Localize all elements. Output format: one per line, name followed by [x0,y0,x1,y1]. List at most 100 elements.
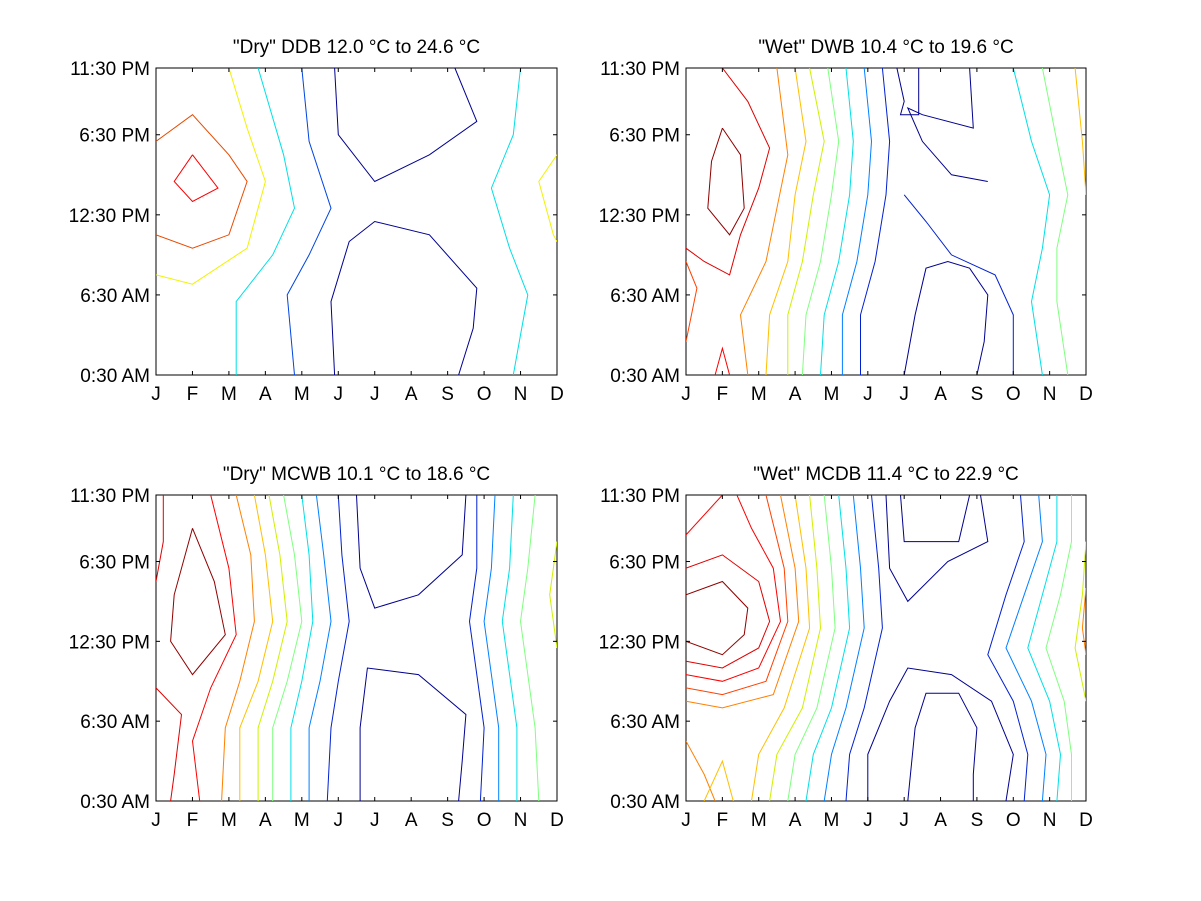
y-tick-label: 12:30 PM [599,632,680,653]
contour-line [173,154,219,203]
contour-line [907,692,978,801]
contour-line [903,194,1014,375]
y-tick-label: 11:30 PM [70,486,150,507]
chart-title: "Dry" DDB 12.0 °C to 24.6 °C [233,37,480,58]
y-tick-label: 6:30 AM [610,712,680,733]
contour-line [823,495,865,801]
contour-line [1027,495,1062,801]
x-tick-label: M [751,384,767,405]
contour-line [900,495,971,543]
contour-line [519,495,540,801]
x-tick-label: F [187,384,199,405]
contour-line [308,495,332,801]
y-tick-label: 11:30 PM [600,59,680,80]
x-tick-label: O [1006,384,1021,405]
y-tick-label: 0:30 AM [610,366,680,387]
contour-line [272,495,303,801]
y-tick-label: 6:30 AM [80,712,150,733]
contour-line [334,68,478,183]
contour-line [686,580,749,656]
contour-line [686,495,723,536]
contour-line [769,495,822,801]
y-tick-label: 6:30 PM [79,553,150,574]
x-tick-label: O [1006,810,1021,831]
contour-line [257,495,288,801]
x-tick-label: S [441,810,454,831]
contour-line [801,68,840,375]
y-tick-label: 11:30 PM [70,59,150,80]
contour-line [686,68,771,276]
contour-line [714,346,731,375]
x-tick-label: N [1043,384,1057,405]
x-tick-label: S [971,384,984,405]
x-tick-label: D [1079,810,1093,831]
x-tick-label: F [717,810,729,831]
contour-line [170,528,226,676]
x-tick-label: M [294,810,310,831]
contour-line [707,127,745,236]
x-tick-label: J [899,810,909,831]
contour-line [359,667,467,801]
contour-line [805,495,851,801]
x-tick-label: S [441,384,454,405]
x-tick-label: J [681,384,691,405]
chart-title: "Dry" MCWB 10.1 °C to 18.6 °C [223,464,490,485]
contour-line [538,154,557,242]
x-tick-label: J [370,810,380,831]
contour-line [867,667,1014,801]
x-tick-label: F [717,384,729,405]
contour-line [191,495,237,801]
contour-line [290,495,314,801]
y-tick-label: 12:30 PM [599,206,680,227]
x-tick-label: J [151,384,161,405]
y-tick-label: 0:30 AM [80,792,150,813]
contour-line [156,495,164,582]
x-tick-label: J [899,384,909,405]
contour-line [1081,588,1086,655]
x-tick-label: A [934,810,947,831]
contour-line [156,68,266,285]
y-tick-label: 0:30 AM [80,366,150,387]
contour-line [903,260,989,375]
contour-line [987,495,1029,801]
y-tick-label: 6:30 PM [609,126,680,147]
x-tick-label: A [405,384,418,405]
contour-line [765,68,807,375]
x-tick-label: A [259,810,272,831]
axes-box [685,67,1087,376]
contour-line [686,261,698,342]
contour-line [845,495,883,801]
y-tick-label: 6:30 PM [79,126,150,147]
chart-panel-4: J F M A M J J A S O N D 0:30 AM 6:30 AM 12:30 PM 6:30 P… [599,464,1093,831]
contour-line [286,68,332,375]
x-tick-label: S [971,810,984,831]
x-tick-label: J [151,810,161,831]
x-tick-label: O [477,384,492,405]
contour-line [356,495,467,609]
contour-line [841,68,873,375]
contour-line [739,68,789,375]
x-tick-label: M [294,384,310,405]
contour-lines [686,495,1086,801]
axes-box [685,494,1087,802]
contour-line [483,495,500,801]
contour-line [501,495,518,801]
contour-line [1012,68,1051,375]
contour-line [1005,495,1047,801]
chart-title: "Wet" DWB 10.4 °C to 19.6 °C [758,37,1013,58]
contour-line [885,495,989,603]
contour-line [490,68,529,375]
chart-panel-2: J F M A M J J A S O N D 0:30 AM 6:30 AM 12:30 PM 6:30 P… [599,37,1093,405]
axes-box [155,67,558,376]
x-tick-label: M [824,810,840,831]
contour-line [156,687,183,801]
contour-line [703,759,734,801]
y-tick-label: 11:30 PM [600,486,680,507]
x-tick-label: A [789,810,802,831]
x-tick-label: J [681,810,691,831]
contour-line [686,554,771,669]
x-tick-label: A [934,384,947,405]
x-tick-label: N [514,810,528,831]
x-tick-label: M [751,810,767,831]
